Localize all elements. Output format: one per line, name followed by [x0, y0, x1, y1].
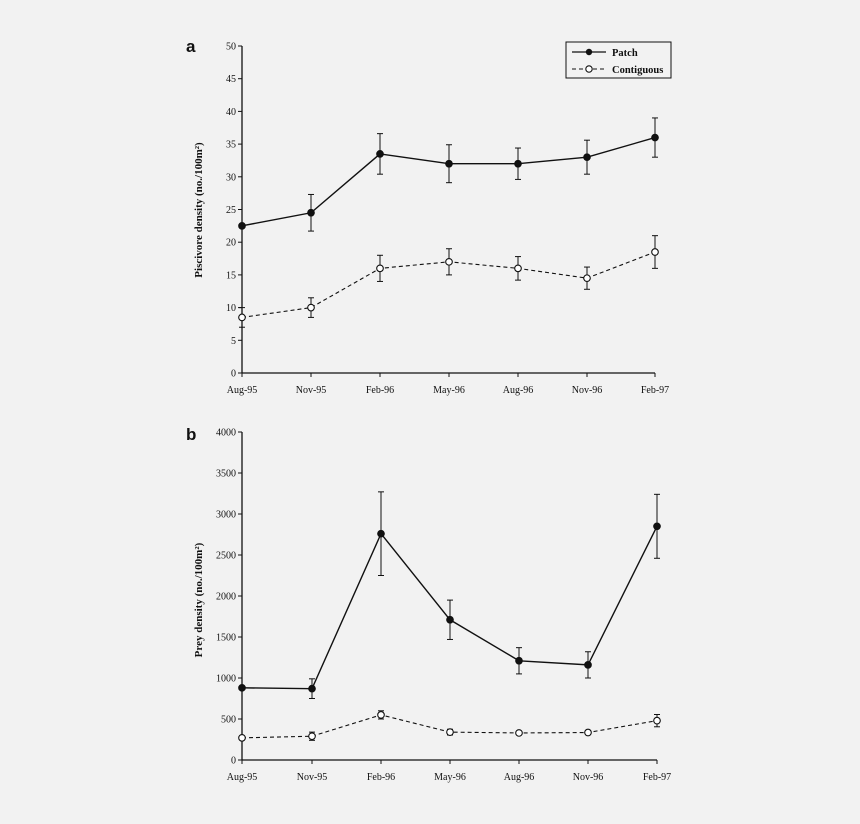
x-tick-label: Aug-95 — [227, 385, 258, 396]
contiguous-data-point — [307, 303, 315, 312]
x-tick-label: May-96 — [433, 385, 465, 396]
patch-data-point — [446, 615, 454, 624]
y-tick-label: 2500 — [216, 551, 236, 562]
x-tick-label: Nov-96 — [573, 772, 604, 783]
panel-b-y-axis-title: Prey density (no./100m²) — [193, 542, 205, 657]
panel-a-y-axis-title: Piscivore density (no./100m²) — [193, 142, 205, 278]
panel-b-x-ticks: Aug-95 Nov-95 Feb-96 May-96 Aug-96 Nov-96 Feb-… — [227, 760, 671, 783]
y-tick-label: 15 — [226, 270, 236, 281]
contiguous-data-point — [583, 274, 591, 283]
patch-data-point — [238, 222, 246, 230]
y-tick-label: 20 — [226, 238, 236, 249]
y-tick-label: 35 — [226, 140, 236, 151]
panel-b-chart: b 0 500 1000 1500 2000 2500 3000 3500 4000 Aug-9… — [186, 425, 671, 783]
contiguous-data-point — [376, 264, 384, 273]
contiguous-data-point — [238, 734, 246, 742]
panel-a-chart: a 0 5 10 15 20 25 30 35 40 45 50 Aug-95 Nov-95 Feb-9… — [186, 37, 672, 396]
contiguous-data-point — [445, 257, 453, 266]
x-tick-label: Aug-96 — [504, 772, 535, 783]
contiguous-data-point — [377, 711, 385, 719]
contiguous-data-point — [514, 264, 522, 273]
patch-data-point — [653, 522, 661, 531]
y-tick-label: 25 — [226, 205, 236, 216]
x-tick-label: Aug-96 — [503, 385, 534, 396]
panel-a-x-ticks: Aug-95 Nov-95 Feb-96 May-96 Aug-96 Nov-96 Feb-… — [227, 373, 669, 396]
patch-data-point — [515, 656, 523, 665]
x-tick-label: Feb-97 — [643, 772, 671, 783]
panel-a-series — [238, 117, 659, 328]
panel-a-legend: Patch Contiguous — [565, 41, 672, 79]
y-tick-label: 3500 — [216, 469, 236, 480]
y-tick-label: 5 — [231, 336, 236, 347]
patch-data-point — [583, 153, 591, 162]
x-tick-label: May-96 — [434, 772, 466, 783]
x-tick-label: Nov-95 — [297, 772, 328, 783]
panel-b-axes — [241, 432, 657, 761]
x-tick-label: Feb-97 — [641, 385, 669, 396]
y-tick-label: 2000 — [216, 592, 236, 603]
x-tick-label: Nov-96 — [572, 385, 603, 396]
y-tick-label: 0 — [231, 756, 236, 767]
y-tick-label: 1500 — [216, 633, 236, 644]
y-tick-label: 4000 — [216, 428, 236, 439]
legend-patch-label: Patch — [612, 48, 638, 59]
y-tick-label: 45 — [226, 74, 236, 85]
patch-data-point — [651, 133, 659, 142]
panel-a-y-ticks: 0 5 10 15 20 25 30 35 40 45 50 — [226, 42, 242, 380]
panel-a-axes — [241, 46, 655, 374]
contiguous-data-point — [584, 728, 592, 737]
patch-data-point — [514, 159, 522, 168]
y-tick-label: 500 — [221, 715, 236, 726]
patch-data-point — [238, 683, 246, 692]
y-tick-label: 3000 — [216, 510, 236, 521]
contiguous-data-point — [515, 729, 523, 737]
panel-a-letter: a — [186, 37, 196, 56]
y-tick-label: 1000 — [216, 674, 236, 685]
patch-data-point — [307, 208, 315, 217]
y-tick-label: 30 — [226, 172, 236, 183]
y-tick-label: 50 — [226, 42, 236, 53]
contiguous-data-point — [308, 732, 316, 741]
contiguous-data-point — [238, 313, 246, 322]
y-tick-label: 0 — [231, 369, 236, 380]
x-tick-label: Feb-96 — [367, 772, 395, 783]
x-tick-label: Nov-95 — [296, 385, 327, 396]
contiguous-data-point — [653, 716, 661, 725]
patch-data-point — [308, 684, 316, 693]
patch-data-point — [376, 150, 384, 158]
panel-b-series — [238, 491, 661, 742]
x-tick-label: Aug-95 — [227, 772, 258, 783]
x-tick-label: Feb-96 — [366, 385, 394, 396]
legend-box — [565, 41, 672, 79]
y-tick-label: 10 — [226, 303, 236, 314]
panel-b-y-ticks: 0 500 1000 1500 2000 2500 3000 3500 4000 — [216, 428, 242, 767]
panel-b-letter: b — [186, 425, 196, 444]
legend-contiguous-label: Contiguous — [612, 65, 663, 76]
patch-data-point — [377, 529, 385, 538]
patch-data-point — [445, 159, 453, 168]
patch-data-point — [584, 661, 592, 669]
contiguous-data-point — [651, 248, 659, 256]
contiguous-data-point — [446, 728, 454, 736]
legend-contiguous-marker — [585, 65, 593, 73]
y-tick-label: 40 — [226, 107, 236, 118]
legend-patch-marker — [585, 48, 593, 56]
